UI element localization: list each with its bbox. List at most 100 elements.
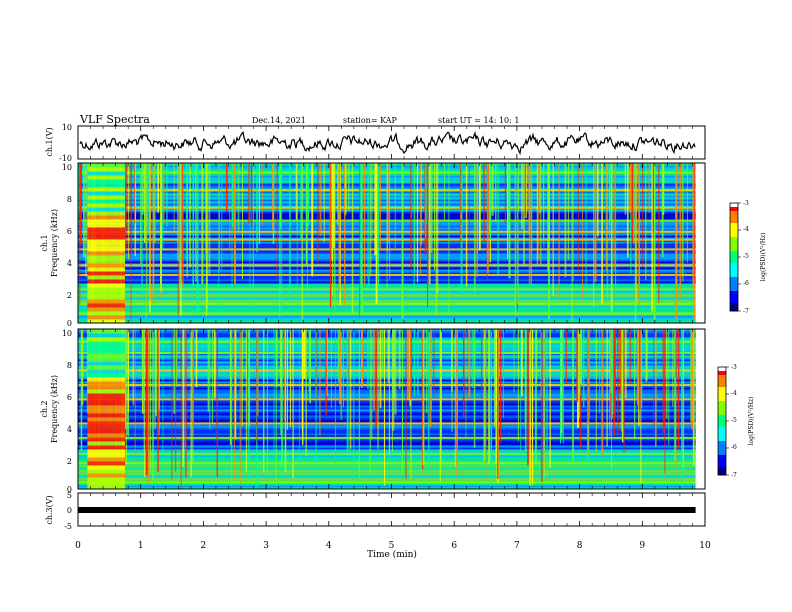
x-axis-tick-labels: 0 1 2 3 4 5 6 7 8 9 10 [75,541,711,551]
spectrogram-streak [216,329,218,477]
spectrogram-burst-cell [87,477,126,482]
spectrogram-streak [405,329,407,480]
spectrogram-streak [160,163,162,291]
colorbar-cell [718,373,726,376]
ch1-ticks [77,126,706,159]
spectrogram-streak [319,163,322,237]
spectrogram-row [78,287,705,290]
spectrogram-streak [205,163,208,317]
spectrogram-streak [154,329,156,429]
spectrogram-row [78,339,705,342]
colorbar-cell [718,473,726,476]
spectrogram-burst-cell [87,179,126,184]
start-time-label: start UT = 14: 10: 1 [438,116,519,125]
spectrogram-row [78,471,705,474]
spectrogram-streak [141,163,144,215]
spectrogram-burst-cell [87,215,126,220]
spectrogram-streak [218,163,220,271]
spectrogram-streak [634,329,636,440]
colorbar-cell [730,275,738,278]
ch2-spec-ytick-10: 10 [62,329,72,338]
spectrogram-streak [564,163,567,278]
spectrogram-burst-cell [87,337,126,342]
spectrogram-streak [636,329,639,406]
spectrogram-band [78,340,705,343]
spectrogram-row [78,429,705,432]
spectrogram-band [78,462,705,465]
spectrogram-streak [504,163,507,224]
spectrogram-row [78,441,705,444]
spectrogram-row [78,285,705,288]
spectrogram-streak [195,163,197,282]
ch1-ytick-bottom: -10 [59,154,72,163]
spectrogram-streak [521,163,523,230]
spectrogram-streak [419,163,422,275]
spectrogram-streak [401,163,404,319]
colorbar-cell [718,465,726,468]
spectrogram-band [78,481,705,484]
spectrogram-streak [454,329,456,467]
colorbar-cell [730,285,738,288]
spectrogram-streak [300,163,302,240]
spectrogram-streak [279,329,282,388]
spectrogram-row [78,283,705,286]
spectrogram-streak [190,329,192,477]
colorbar-cell [730,283,738,286]
spectrogram-streak [601,163,604,304]
spectrogram-burst-cell [87,409,126,414]
spectrogram-band [78,436,705,439]
spectrogram-streak [279,163,281,318]
spectrogram-burst-cell [87,457,126,462]
spectrogram-streak [371,329,373,440]
spectrogram-streak [690,329,693,422]
colorbar-cell [730,247,738,250]
spectrogram-streak [426,329,428,414]
spectrogram-band [78,230,705,233]
spectrogram-streak [144,329,146,478]
spectrogram-burst-cell [87,329,126,334]
colorbar-cell [718,433,726,436]
spectrogram-streak [157,163,159,213]
spectrogram-burst-cell [87,473,126,478]
spectrogram-streak [276,163,278,281]
spectrogram-streak [502,329,505,418]
spectrogram-streak [693,163,695,284]
spectrogram-burst-cell [87,283,126,288]
spectrogram-row [78,183,705,186]
colorbar-cell [718,401,726,404]
spectrogram-streak [597,163,599,237]
spectrogram-streak [256,329,259,416]
spectrogram-streak [468,163,470,282]
ch1-cbar-tick-4: -4 [743,226,749,233]
spectrogram-streak [250,163,253,228]
spectrogram-row [78,223,705,226]
spectrogram-streak [435,163,437,315]
spectrogram-streak [672,329,674,407]
colorbar-cell [718,455,726,458]
station-label: station= KAP [343,116,398,125]
spectrogram-streak [527,329,529,466]
spectrogram-row [78,419,705,422]
ch1-ylabel: ch.1(V) [45,127,54,156]
spectrogram-streak [484,329,486,473]
colorbar-cell [730,263,738,266]
spectrogram-burst-cell [87,385,126,390]
spectrogram-streak [369,329,371,473]
spectrogram-streak [611,329,614,415]
spectrogram-row [78,443,705,446]
colorbar-cell [718,439,726,442]
spectrogram-row [78,235,705,238]
colorbar-cell [718,399,726,402]
spectrogram-burst-cell [87,453,126,458]
ch1-spec-ylabel-bottom: Frequency (kHz) [50,209,59,277]
colorbar-cell [730,215,738,218]
spectrogram-streak [558,163,560,298]
spectrogram-streak [315,329,317,482]
spectrogram-streak [674,329,676,462]
spectrogram-streak [273,329,275,458]
spectrogram-burst-cell [87,307,126,312]
colorbar-cell [718,443,726,446]
ch1-colorbar [730,202,741,312]
spectrogram-row [78,445,705,448]
